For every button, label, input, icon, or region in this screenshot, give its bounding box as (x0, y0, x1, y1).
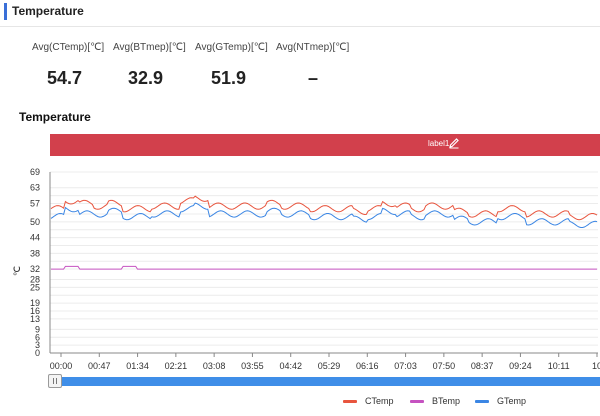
stat-ntemp: Avg(NTmep)[℃] – (276, 42, 360, 89)
stat-value: 54.7 (47, 68, 83, 88)
legend-swatch (475, 400, 489, 404)
legend-swatch (343, 400, 357, 404)
stat-value: – (308, 68, 319, 88)
series-line-ctemp (50, 195, 598, 221)
y-tick-label: 9 (35, 324, 40, 334)
legend-label: GTemp (497, 396, 527, 406)
legend-item-gtemp[interactable]: GTemp (475, 396, 526, 408)
y-tick-label: 57 (30, 198, 40, 208)
x-axis-ticks: 00:00 00:47 01:34 02:21 03:08 03:55 04:42 05:29… (50, 353, 600, 371)
legend-label: BTemp (432, 396, 461, 406)
y-tick-label: 28 (30, 275, 40, 285)
zoom-slider-track[interactable] (50, 377, 600, 386)
stat-label: Avg(BTmep)[℃] (113, 42, 186, 53)
stat-btemp: Avg(BTmep)[℃] 32.9 (113, 42, 197, 89)
stat-gtemp: Avg(GTemp)[℃] 51.9 (195, 42, 279, 89)
legend-swatch (410, 400, 424, 404)
y-tick-label: 16 (30, 306, 40, 316)
stat-label: Avg(GTemp)[℃] (195, 42, 268, 53)
x-tick-label: 06:16 (356, 361, 379, 371)
header-bar: Temperature (0, 0, 600, 27)
stat-label: Avg(CTemp)[℃] (32, 42, 105, 53)
x-tick-label: 00:47 (88, 361, 111, 371)
x-tick-label: 07:50 (433, 361, 456, 371)
x-tick-label: 02:21 (165, 361, 188, 371)
x-tick-label: 08:37 (471, 361, 494, 371)
legend-item-btemp[interactable]: BTemp (410, 396, 460, 408)
series-line-gtemp (50, 202, 598, 228)
stat-value: 51.9 (211, 68, 247, 88)
chart-series (50, 195, 598, 270)
pencil-icon[interactable] (448, 137, 460, 149)
stat-value: 32.9 (128, 68, 164, 88)
y-tick-label: 19 (30, 298, 40, 308)
y-tick-label: 50 (30, 217, 40, 227)
legend-item-ctemp[interactable]: CTemp (343, 396, 394, 408)
y-tick-label: 25 (30, 282, 40, 292)
y-tick-label: 38 (30, 248, 40, 258)
x-tick-label: 07:03 (394, 361, 417, 371)
x-tick-label: 03:08 (203, 361, 226, 371)
y-tick-label: 6 (35, 332, 40, 342)
y-tick-label: 13 (30, 314, 40, 324)
series-line-btemp (51, 265, 597, 270)
y-tick-label: 3 (35, 340, 40, 350)
x-tick-label: 04:42 (279, 361, 302, 371)
y-tick-label: 32 (30, 264, 40, 274)
chart-title: Temperature (19, 110, 91, 124)
x-tick-label: 10 (592, 361, 600, 371)
x-tick-label: 05:29 (318, 361, 341, 371)
legend-label: CTemp (365, 396, 394, 406)
x-tick-label: 10:11 (548, 361, 570, 371)
annotation-banner[interactable]: label1 (50, 134, 600, 156)
x-tick-label: 00:00 (50, 361, 73, 371)
y-tick-label: 0 (35, 348, 40, 358)
header-accent (4, 3, 7, 20)
banner-label: label1 (428, 139, 450, 148)
zoom-slider-handle[interactable] (48, 374, 62, 388)
chart-grid (49, 171, 598, 354)
page-title: Temperature (12, 4, 84, 18)
stat-label: Avg(NTmep)[℃] (276, 42, 350, 53)
y-tick-label: 44 (30, 233, 40, 243)
x-tick-label: 09:24 (509, 361, 532, 371)
x-tick-label: 03:55 (241, 361, 264, 371)
stat-ctemp: Avg(CTemp)[℃] 54.7 (32, 42, 116, 89)
y-tick-label: 63 (30, 183, 40, 193)
y-axis-label: ℃ (12, 266, 22, 276)
x-tick-label: 01:34 (126, 361, 149, 371)
y-tick-label: 69 (30, 167, 40, 177)
